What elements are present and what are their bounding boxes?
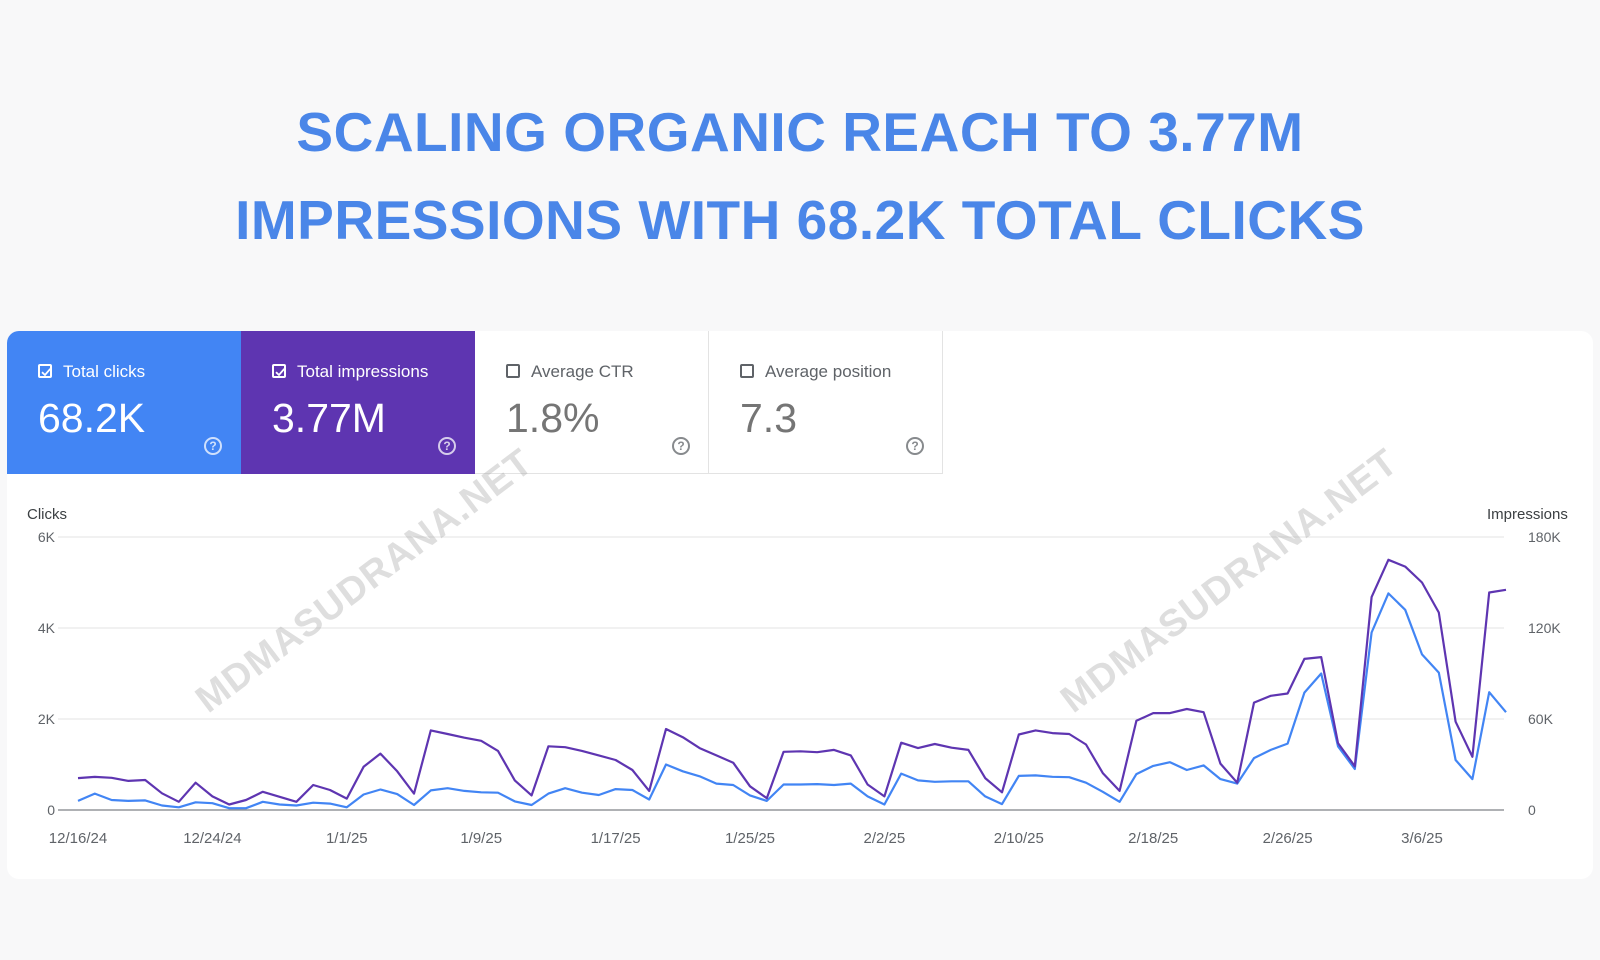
metric-value: 68.2K (38, 395, 146, 441)
metric-label: Total impressions (297, 362, 429, 381)
metric-value: 3.77M (272, 395, 386, 441)
metric-total-clicks[interactable]: Total clicks 68.2K ? (7, 331, 241, 474)
x-tick-label: 1/17/25 (591, 830, 641, 847)
x-tick-label: 12/24/24 (183, 830, 241, 847)
metric-value: 7.3 (740, 395, 797, 441)
y-tick-label-right: 60K (1528, 711, 1554, 727)
y-tick-label-right: 180K (1528, 529, 1561, 545)
help-icon[interactable]: ? (438, 437, 456, 455)
checkbox-unchecked-icon[interactable] (506, 364, 520, 378)
headline-line-2: IMPRESSIONS WITH 68.2K TOTAL CLICKS (235, 189, 1365, 251)
headline-line-1: SCALING ORGANIC REACH TO 3.77M (296, 101, 1304, 163)
checkbox-checked-icon[interactable] (38, 364, 52, 378)
x-tick-label: 1/1/25 (326, 830, 368, 847)
metric-label: Average CTR (531, 362, 634, 381)
y-axis-right-title: Impressions (1487, 506, 1568, 523)
series-line-impressions (77, 558, 1507, 806)
metric-label: Total clicks (63, 362, 146, 381)
checkbox-checked-icon[interactable] (272, 364, 286, 378)
x-tick-label: 1/9/25 (460, 830, 502, 847)
metric-average-ctr[interactable]: Average CTR 1.8% ? (475, 331, 709, 474)
metric-average-position[interactable]: Average position 7.3 ? (709, 331, 943, 474)
y-tick-label-left: 4K (38, 620, 56, 636)
help-icon[interactable]: ? (906, 437, 924, 455)
y-tick-label-right: 0 (1528, 802, 1536, 818)
performance-card: Total clicks 68.2K ? Total impressions 3… (7, 331, 1593, 879)
y-axis-left-title: Clicks (27, 506, 67, 523)
y-tick-label-left: 6K (38, 529, 56, 545)
x-tick-label: 2/2/25 (864, 830, 906, 847)
headline: SCALING ORGANIC REACH TO 3.77M IMPRESSIO… (0, 88, 1600, 264)
x-tick-label: 2/26/25 (1263, 830, 1313, 847)
metric-label: Average position (765, 362, 892, 381)
metric-total-impressions[interactable]: Total impressions 3.77M ? (241, 331, 475, 474)
y-tick-label-right: 120K (1528, 620, 1561, 636)
metric-value: 1.8% (506, 395, 600, 441)
checkbox-unchecked-icon[interactable] (740, 364, 754, 378)
x-tick-label: 1/25/25 (725, 830, 775, 847)
x-tick-label: 3/6/25 (1401, 830, 1443, 847)
help-icon[interactable]: ? (672, 437, 690, 455)
series-line-clicks (77, 592, 1507, 810)
y-tick-label-left: 2K (38, 711, 56, 727)
x-tick-label: 2/18/25 (1128, 830, 1178, 847)
x-tick-label: 12/16/24 (49, 830, 107, 847)
y-tick-label-left: 0 (47, 802, 55, 818)
help-icon[interactable]: ? (204, 437, 222, 455)
x-tick-label: 2/10/25 (994, 830, 1044, 847)
